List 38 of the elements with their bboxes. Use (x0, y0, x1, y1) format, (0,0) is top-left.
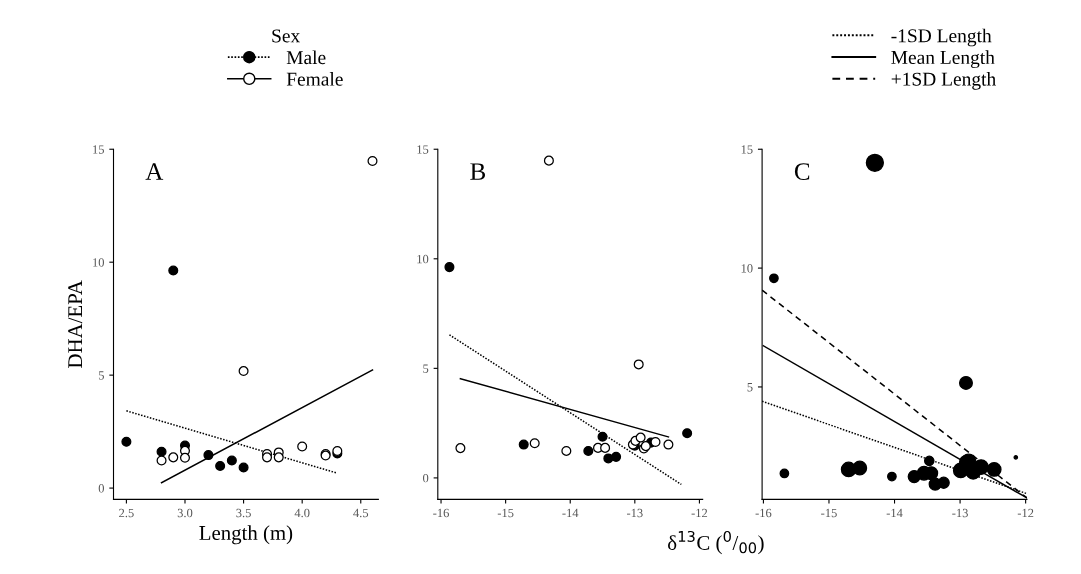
x-tick-label: 4.5 (353, 508, 369, 518)
x-tick-label: -12 (1017, 508, 1034, 518)
y-tick-label: 5 (98, 371, 104, 380)
legend-label: Male (286, 50, 326, 65)
y-tick-label: 15 (741, 145, 753, 154)
legend-title: Sex (272, 29, 300, 43)
x-tick-label: -13 (952, 508, 968, 518)
y-tick-label: 0 (98, 484, 104, 493)
x-tick-label: -15 (497, 508, 514, 518)
y-tick-label: 10 (741, 264, 753, 273)
y-tick-label: 10 (93, 258, 104, 267)
x-tick-label: -14 (886, 508, 903, 518)
x-tick-label: -14 (562, 508, 579, 518)
x-tick-label: -13 (626, 508, 643, 518)
x-tick-label: -16 (433, 508, 449, 518)
x-tick-label: -12 (691, 508, 708, 518)
x-tick-label: -15 (821, 508, 837, 518)
y-tick-label: 15 (93, 145, 104, 154)
y-tick-label: 15 (417, 145, 429, 154)
x-tick-label: 3.5 (236, 508, 251, 518)
y-tick-label: 5 (747, 383, 753, 392)
x-tick-label: 2.5 (119, 508, 134, 518)
x-axis-title: Length (m) (199, 525, 293, 545)
legend-label: Female (286, 72, 343, 86)
annotation: B (470, 163, 486, 180)
annotation: A (145, 163, 164, 180)
legend-label: -1SD Length (891, 28, 992, 47)
legend-label: Mean Length (891, 50, 995, 69)
y-tick-label: 10 (417, 254, 429, 264)
annotation: C (794, 163, 810, 181)
x-tick-label: -16 (755, 508, 772, 518)
y-tick-label: 0 (423, 473, 429, 483)
legend-label: +1SD Length (891, 72, 996, 90)
y-axis-title: DHA/EPA (68, 280, 83, 368)
x-tick-label: 3.0 (177, 508, 193, 518)
y-tick-label: 5 (423, 364, 429, 373)
x-tick-label: 4.0 (294, 508, 310, 518)
x-axis-title: δ$^{13}$C ($^{0}$/$_{00}$) (668, 530, 764, 555)
